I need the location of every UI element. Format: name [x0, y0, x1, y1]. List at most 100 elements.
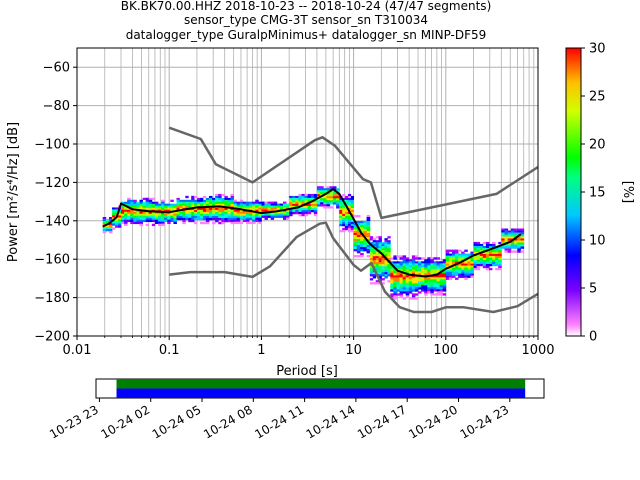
density-cell [470, 275, 474, 278]
density-cell [342, 229, 346, 233]
density-cell [414, 297, 419, 300]
density-cell [510, 240, 515, 243]
density-cell [145, 219, 150, 223]
density-cell [360, 229, 364, 232]
density-cell [436, 265, 441, 268]
density-cell [227, 219, 231, 223]
density-cell [264, 213, 268, 216]
density-cell [430, 267, 434, 270]
density-cell [353, 241, 358, 244]
density-cell [310, 197, 315, 201]
density-cell [517, 250, 521, 253]
density-cell [227, 207, 231, 211]
density-cell [495, 267, 499, 271]
density-cell [292, 199, 296, 203]
density-cell [442, 279, 447, 282]
density-cell [108, 226, 113, 230]
density-cell [353, 229, 358, 232]
density-cell [424, 259, 428, 262]
density-cell [154, 205, 159, 208]
density-cell [208, 213, 213, 217]
colorbar-tick-label: 20 [589, 138, 606, 153]
density-cell [421, 267, 425, 270]
density-cell [360, 255, 364, 258]
density-cell [298, 203, 302, 207]
density-cell [439, 273, 444, 276]
density-cell [455, 257, 459, 260]
density-cell [307, 195, 312, 199]
density-cell [439, 275, 444, 278]
density-cell [276, 207, 281, 210]
density-cell [224, 203, 228, 207]
density-cell [145, 197, 150, 201]
density-cell [517, 242, 521, 245]
density-cell [176, 215, 180, 219]
density-cell [495, 257, 499, 261]
density-cell [427, 257, 431, 260]
density-cell [208, 211, 213, 215]
density-cell [267, 213, 272, 216]
density-cell [124, 217, 128, 221]
density-cell [366, 219, 371, 222]
density-cell [458, 255, 462, 258]
density-cell [329, 202, 334, 205]
density-cell [384, 246, 388, 249]
density-cell [200, 197, 204, 201]
density-cell [455, 261, 459, 264]
density-cell [414, 289, 419, 292]
density-cell [307, 193, 312, 197]
density-cell [482, 245, 487, 249]
density-cell [130, 215, 134, 219]
density-cell [339, 223, 343, 227]
density-cell [279, 205, 284, 208]
density-cell [273, 205, 278, 208]
density-cell [418, 287, 422, 290]
density-cell [350, 221, 354, 225]
density-cell [384, 240, 388, 243]
density-cell [154, 213, 159, 216]
density-cell [347, 223, 352, 227]
density-cell [408, 297, 413, 300]
density-cell [488, 261, 493, 265]
y-tick-label: −60 [43, 61, 70, 76]
density-cell [402, 279, 407, 282]
density-cell [264, 205, 268, 208]
density-cell [313, 199, 318, 203]
density-cell [255, 203, 259, 206]
density-cell [473, 265, 478, 269]
density-cell [242, 203, 247, 206]
density-cell [405, 279, 410, 282]
density-cell [427, 291, 431, 294]
density-cell [112, 207, 116, 210]
density-cell [384, 262, 388, 265]
density-cell [448, 273, 453, 276]
density-cell [514, 250, 518, 253]
density-cell [492, 255, 496, 259]
x-tick-label: 0.1 [159, 343, 180, 358]
density-cell [353, 243, 358, 246]
density-cell [112, 221, 116, 224]
density-cell [439, 291, 444, 294]
density-cell [236, 201, 241, 204]
density-cell [517, 230, 521, 233]
density-cell [433, 281, 437, 284]
density-cell [342, 197, 346, 201]
density-cell [205, 215, 210, 219]
density-cell [261, 201, 265, 204]
colorbar-gradient [565, 47, 582, 337]
density-cell [424, 289, 428, 292]
density-cell [387, 270, 391, 273]
density-cell [282, 207, 287, 210]
density-cell [375, 264, 379, 267]
density-cell [176, 213, 180, 217]
density-cell [279, 213, 284, 216]
y-axis-ticks: −60−80−100−120−140−160−180−200 [34, 61, 77, 345]
density-cell [473, 241, 478, 245]
density-cell [430, 275, 434, 278]
density-cell [430, 271, 434, 274]
density-cell [197, 207, 201, 211]
density-cell [473, 267, 478, 271]
density-cell [504, 228, 509, 231]
density-cell [405, 257, 410, 260]
density-cell [105, 224, 110, 228]
